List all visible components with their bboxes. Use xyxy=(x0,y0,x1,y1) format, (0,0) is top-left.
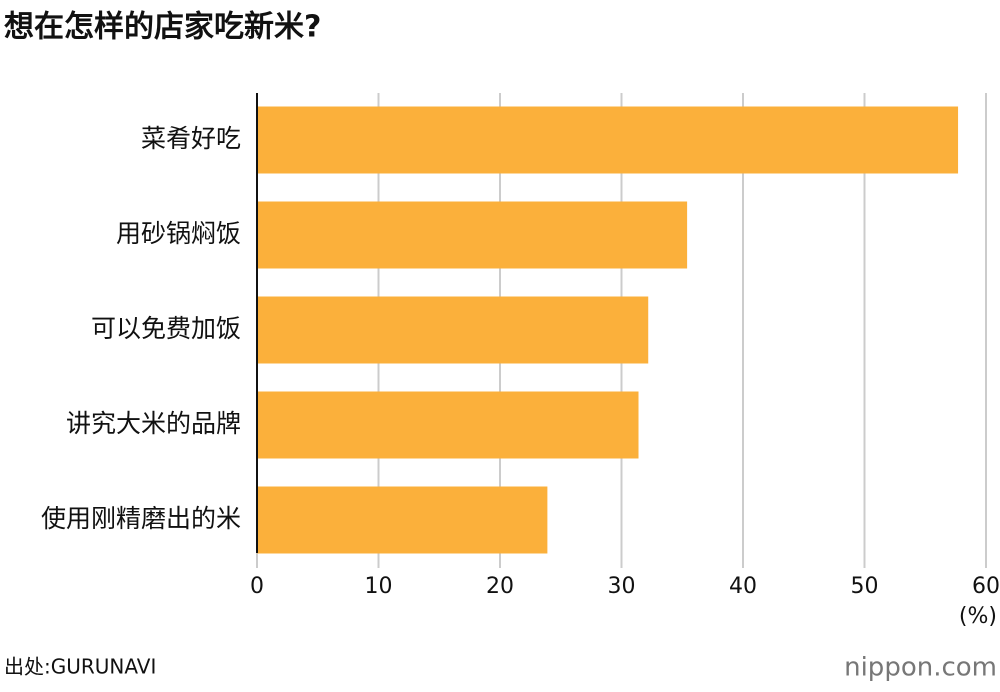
x-tick-label: 50 xyxy=(851,574,879,599)
y-tick-label: 用砂锅焖饭 xyxy=(116,219,241,248)
x-tick-label: 20 xyxy=(486,574,514,599)
x-tick-label: 10 xyxy=(365,574,393,599)
bar xyxy=(257,201,688,269)
chart-title: 想在怎样的店家吃新米? xyxy=(4,10,321,45)
y-tick-label: 讲究大米的品牌 xyxy=(66,409,241,438)
x-tick-label: 0 xyxy=(250,574,264,599)
y-tick-label: 使用刚精磨出的米 xyxy=(41,504,241,533)
bar xyxy=(257,391,639,459)
x-axis-label: (%) xyxy=(959,604,997,629)
bar xyxy=(257,106,959,174)
x-tick-label: 30 xyxy=(608,574,636,599)
logo: nippon.com xyxy=(844,653,997,683)
source: 出处:GURUNAVI xyxy=(4,655,156,679)
y-tick-label: 可以免费加饭 xyxy=(91,314,241,343)
bar xyxy=(257,296,649,364)
y-tick-label: 菜肴好吃 xyxy=(141,124,241,153)
x-tick-label: 60 xyxy=(972,574,1000,599)
x-tick-label: 40 xyxy=(729,574,757,599)
bar xyxy=(257,486,548,554)
